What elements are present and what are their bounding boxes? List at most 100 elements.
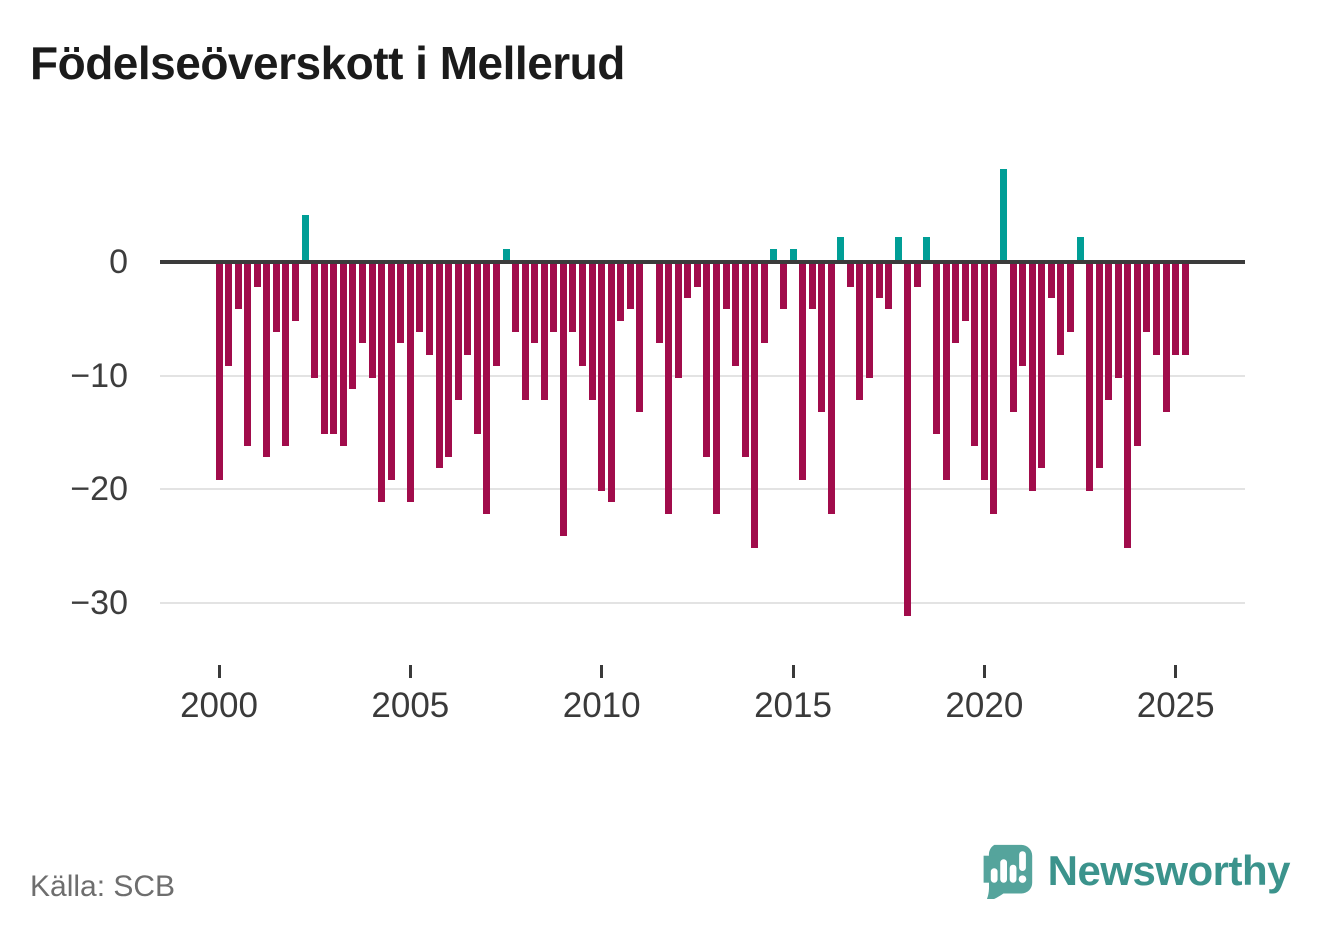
bar-2021-q3 (1038, 264, 1046, 469)
bar-2000-q1 (215, 264, 223, 480)
bar-2014-q3 (770, 248, 778, 260)
bar-2006-q2 (454, 264, 462, 401)
bar-2019-q2 (952, 264, 960, 344)
brand-name: Newsworthy (1047, 847, 1291, 894)
y-axis-tick-label: −10 (70, 356, 128, 395)
bar-2005-q3 (425, 264, 433, 355)
bar-2004-q1 (368, 264, 376, 378)
bar-2021-q4 (1047, 264, 1055, 299)
x-axis-tick (600, 665, 604, 678)
bar-2014-q1 (751, 264, 759, 548)
bar-2005-q2 (416, 264, 424, 333)
y-axis-tick-label: 0 (109, 243, 128, 281)
bar-2004-q2 (378, 264, 386, 503)
bar-2016-q4 (856, 264, 864, 401)
x-axis-tick (217, 665, 221, 678)
bar-2009-q2 (569, 264, 577, 333)
x-axis-tick-label: 2020 (945, 686, 1024, 725)
x-axis-tick-label: 2000 (180, 686, 258, 725)
bar-2000-q4 (244, 264, 252, 446)
bar-2015-q4 (818, 264, 826, 412)
bar-2004-q4 (397, 264, 405, 344)
bar-2016-q2 (837, 237, 845, 260)
bar-2013-q3 (732, 264, 740, 367)
bar-2023-q4 (1124, 264, 1132, 548)
bar-2017-q4 (894, 237, 902, 260)
bar-2015-q2 (799, 264, 807, 480)
x-axis-tick (982, 665, 986, 678)
bar-2017-q1 (866, 264, 874, 378)
x-axis-zero-line (160, 260, 1245, 264)
bar-2017-q3 (885, 264, 893, 310)
bar-2012-q2 (684, 264, 692, 299)
bar-2016-q1 (827, 264, 835, 514)
bar-2007-q2 (492, 264, 500, 367)
bar-2004-q3 (387, 264, 395, 480)
bar-2023-q1 (1095, 264, 1103, 469)
bar-2024-q2 (1143, 264, 1151, 333)
bar-2023-q3 (1114, 264, 1122, 378)
x-axis-tick (1174, 665, 1178, 678)
bar-2022-q4 (1086, 264, 1094, 491)
bar-2011-q3 (655, 264, 663, 344)
bar-2020-q3 (999, 169, 1007, 260)
bar-2018-q2 (913, 264, 921, 287)
x-axis-tick-label: 2010 (562, 686, 641, 725)
bar-2014-q4 (779, 264, 787, 310)
bar-2016-q3 (846, 264, 854, 287)
x-axis-tick (791, 665, 795, 678)
bar-2002-q2 (301, 214, 309, 260)
bar-2023-q2 (1105, 264, 1113, 401)
bar-2010-q4 (626, 264, 634, 310)
y-gridline (160, 374, 1245, 377)
bar-2001-q1 (253, 264, 261, 287)
y-axis-tick-label: −30 (70, 583, 128, 622)
bar-2008-q4 (550, 264, 558, 333)
bar-2012-q1 (674, 264, 682, 378)
bar-2003-q2 (339, 264, 347, 446)
bar-2000-q2 (225, 264, 233, 367)
bar-2019-q4 (971, 264, 979, 446)
bar-2021-q2 (1028, 264, 1036, 491)
page-title: Födelseöverskott i Mellerud (30, 37, 625, 89)
bar-2007-q3 (502, 248, 510, 260)
bar-2001-q4 (282, 264, 290, 446)
bar-2025-q1 (1172, 264, 1180, 355)
y-axis-tick-label: −20 (70, 470, 128, 508)
bar-2024-q1 (1133, 264, 1141, 446)
bar-2013-q1 (712, 264, 720, 514)
bar-2019-q1 (942, 264, 950, 480)
brand-logo: Newsworthy (980, 843, 1291, 899)
bar-2015-q1 (789, 248, 797, 260)
x-axis-tick-label: 2025 (1136, 686, 1215, 725)
bar-2020-q2 (990, 264, 998, 514)
bar-2018-q1 (904, 264, 912, 616)
x-axis-tick-label: 2015 (754, 686, 832, 725)
bar-2009-q3 (579, 264, 587, 367)
bar-2008-q2 (531, 264, 539, 344)
bar-2013-q2 (722, 264, 730, 310)
bar-2003-q1 (330, 264, 338, 435)
y-gridline (160, 488, 1245, 490)
bar-2021-q1 (1019, 264, 1027, 367)
newsworthy-speech-bubble-chart-icon (980, 843, 1034, 899)
x-axis-tick-label: 2005 (371, 686, 450, 725)
bar-2005-q4 (435, 264, 443, 469)
bar-2006-q3 (464, 264, 472, 355)
bar-2010-q1 (598, 264, 606, 491)
bar-2012-q4 (703, 264, 711, 457)
bar-2007-q1 (483, 264, 491, 514)
bar-2020-q4 (1009, 264, 1017, 412)
bar-2013-q4 (741, 264, 749, 457)
bar-2003-q3 (349, 264, 357, 389)
bar-2005-q1 (406, 264, 414, 503)
bar-2001-q2 (263, 264, 271, 457)
bar-2001-q3 (272, 264, 280, 333)
bar-2000-q3 (234, 264, 242, 310)
bar-2015-q3 (808, 264, 816, 310)
bar-2009-q1 (559, 264, 567, 537)
bar-2018-q4 (933, 264, 941, 435)
bar-2002-q3 (311, 264, 319, 378)
bar-2022-q3 (1076, 237, 1084, 260)
